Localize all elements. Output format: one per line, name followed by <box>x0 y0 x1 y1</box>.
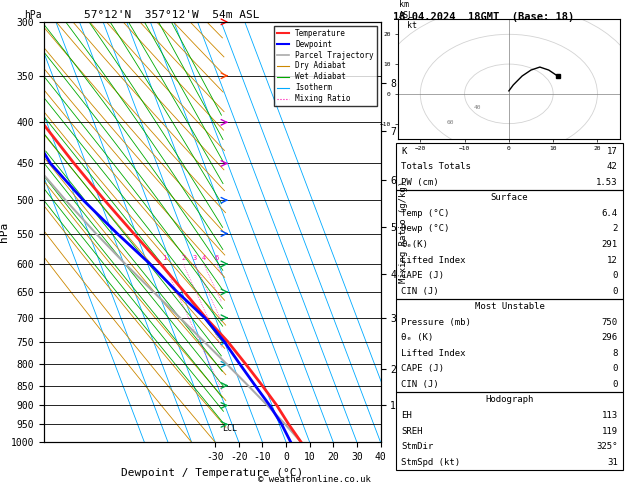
Legend: Temperature, Dewpoint, Parcel Trajectory, Dry Adiabat, Wet Adiabat, Isotherm, Mi: Temperature, Dewpoint, Parcel Trajectory… <box>274 26 377 106</box>
Text: PW (cm): PW (cm) <box>401 178 439 187</box>
Text: 2: 2 <box>612 225 618 233</box>
Text: 325°: 325° <box>596 442 618 451</box>
X-axis label: Dewpoint / Temperature (°C): Dewpoint / Temperature (°C) <box>121 468 303 478</box>
Text: 18.04.2024  18GMT  (Base: 18): 18.04.2024 18GMT (Base: 18) <box>393 12 574 22</box>
Text: 8: 8 <box>612 349 618 358</box>
Text: Pressure (mb): Pressure (mb) <box>401 318 471 327</box>
Text: 0: 0 <box>612 380 618 389</box>
Text: 31: 31 <box>607 458 618 467</box>
Text: SREH: SREH <box>401 427 423 435</box>
Text: Totals Totals: Totals Totals <box>401 162 471 171</box>
Y-axis label: hPa: hPa <box>0 222 9 242</box>
Text: θₑ (K): θₑ (K) <box>401 333 433 342</box>
Text: 0: 0 <box>612 364 618 373</box>
Text: 0: 0 <box>612 287 618 295</box>
Text: 296: 296 <box>601 333 618 342</box>
Title: 57°12'N  357°12'W  54m ASL: 57°12'N 357°12'W 54m ASL <box>84 10 260 20</box>
Text: kt: kt <box>407 21 417 30</box>
Text: Dewp (°C): Dewp (°C) <box>401 225 450 233</box>
Text: Lifted Index: Lifted Index <box>401 349 466 358</box>
Text: 750: 750 <box>601 318 618 327</box>
Text: 119: 119 <box>601 427 618 435</box>
Text: CAPE (J): CAPE (J) <box>401 364 444 373</box>
Text: hPa: hPa <box>24 10 42 20</box>
Text: 3: 3 <box>193 255 197 261</box>
Text: CAPE (J): CAPE (J) <box>401 271 444 280</box>
Text: 42: 42 <box>607 162 618 171</box>
Text: 4: 4 <box>201 255 206 261</box>
Text: EH: EH <box>401 411 412 420</box>
Text: 17: 17 <box>607 147 618 156</box>
Text: 6.4: 6.4 <box>601 209 618 218</box>
Text: km
ASL: km ASL <box>399 0 414 20</box>
Text: Most Unstable: Most Unstable <box>474 302 545 311</box>
Text: 291: 291 <box>601 240 618 249</box>
Y-axis label: Mixing Ratio (g/kg): Mixing Ratio (g/kg) <box>399 181 408 283</box>
Text: StmSpd (kt): StmSpd (kt) <box>401 458 460 467</box>
Text: CIN (J): CIN (J) <box>401 380 439 389</box>
Text: 0: 0 <box>612 271 618 280</box>
Text: 60: 60 <box>447 120 454 124</box>
Text: 1.53: 1.53 <box>596 178 618 187</box>
Text: 113: 113 <box>601 411 618 420</box>
Text: StmDir: StmDir <box>401 442 433 451</box>
Text: θₑ(K): θₑ(K) <box>401 240 428 249</box>
Text: © weatheronline.co.uk: © weatheronline.co.uk <box>258 474 371 484</box>
Text: 2: 2 <box>181 255 186 261</box>
Text: Surface: Surface <box>491 193 528 202</box>
Text: K: K <box>401 147 407 156</box>
Text: 1: 1 <box>162 255 166 261</box>
Text: 40: 40 <box>474 105 481 110</box>
Text: Hodograph: Hodograph <box>486 396 533 404</box>
Text: Temp (°C): Temp (°C) <box>401 209 450 218</box>
Text: LCL: LCL <box>222 423 237 433</box>
Text: CIN (J): CIN (J) <box>401 287 439 295</box>
Text: 12: 12 <box>607 256 618 264</box>
Text: Lifted Index: Lifted Index <box>401 256 466 264</box>
Text: 6: 6 <box>214 255 218 261</box>
